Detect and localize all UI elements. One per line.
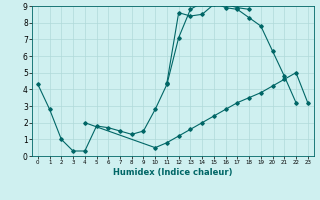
X-axis label: Humidex (Indice chaleur): Humidex (Indice chaleur) [113,168,233,177]
